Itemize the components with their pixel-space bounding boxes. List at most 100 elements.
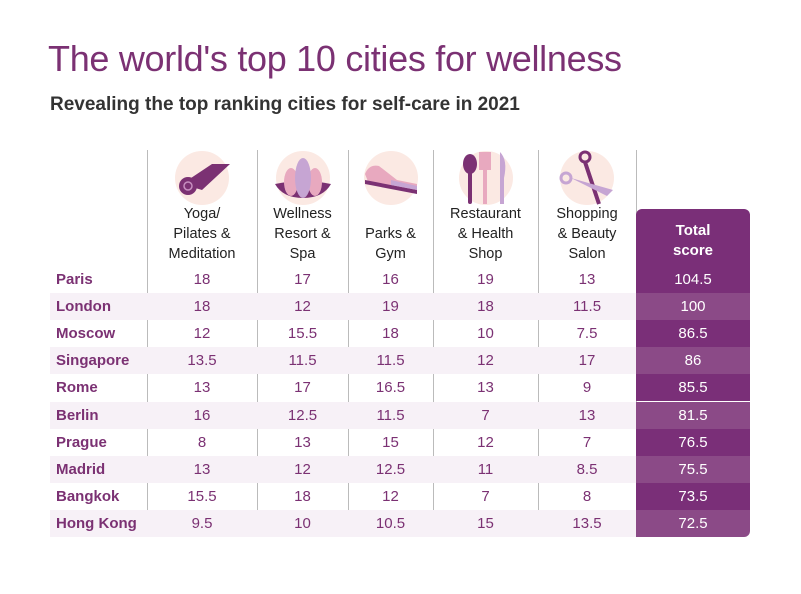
city-name: Rome xyxy=(56,379,98,397)
total-header-line: score xyxy=(672,242,714,259)
score-cell: 7 xyxy=(481,406,490,424)
score-cell: 8 xyxy=(582,487,592,505)
column-header: Shopping & Beauty Salon xyxy=(538,204,636,264)
column-header-line: & Health xyxy=(457,226,514,242)
city-name: Hong Kong xyxy=(56,514,137,532)
table-row: Paris 18 17 16 19 13 xyxy=(50,266,636,293)
score-cell: 18 xyxy=(294,487,311,505)
table-row: Bangkok 15.5 18 12 7 8 xyxy=(50,483,636,510)
total-score-cell: 72.5 xyxy=(636,509,750,537)
score-cell: 18 xyxy=(477,298,494,316)
score-cell: 7 xyxy=(582,433,592,451)
score-cell: 12.5 xyxy=(287,406,318,424)
column-header: Restaurant & Health Shop xyxy=(433,204,538,264)
score-cell: 11.5 xyxy=(376,406,405,424)
column-header-line: & Beauty xyxy=(557,226,617,242)
city-name: Moscow xyxy=(56,325,116,343)
score-cell: 11.5 xyxy=(572,298,602,316)
score-cell: 12 xyxy=(477,433,494,451)
table-row: Hong Kong 9.5 10 10.5 15 13.5 xyxy=(50,509,636,537)
column-header-line: Spa xyxy=(289,246,316,262)
column-header-line: Gym xyxy=(375,246,406,262)
score-cell: 9.5 xyxy=(191,514,213,532)
score-cell: 10 xyxy=(294,514,311,532)
table-row: Berlin 16 12.5 11.5 7 13 xyxy=(50,401,636,429)
score-cell: 16 xyxy=(193,406,211,424)
city-name: Singapore xyxy=(56,352,130,370)
score-cell: 10 xyxy=(477,325,494,343)
score-cell: 13 xyxy=(193,460,211,478)
score-cell: 12.5 xyxy=(375,460,406,478)
total-score-cell: 75.5 xyxy=(636,455,750,483)
score-cell: 17 xyxy=(294,379,311,397)
page-subtitle: Revealing the top ranking cities for sel… xyxy=(50,94,520,115)
score-cell: 12 xyxy=(294,298,311,316)
score-cell: 11.5 xyxy=(288,352,317,370)
city-name: Madrid xyxy=(56,460,106,478)
scissors-icon xyxy=(557,150,617,208)
table-row: London 18 12 19 18 11.5 xyxy=(50,293,636,321)
column-divider xyxy=(147,150,148,537)
total-header-line: Total xyxy=(675,222,711,239)
city-name: London xyxy=(56,298,111,316)
total-score-cell: 76.5 xyxy=(636,428,750,456)
score-cell: 18 xyxy=(193,298,211,316)
score-cell: 13 xyxy=(578,271,596,288)
score-cell: 10.5 xyxy=(375,514,406,532)
column-divider xyxy=(538,150,539,537)
column-header-line: Resort & xyxy=(274,226,331,242)
score-cell: 17 xyxy=(578,352,596,370)
score-cell: 13 xyxy=(477,379,494,397)
yoga-mat-icon xyxy=(172,150,232,208)
score-cell: 15.5 xyxy=(287,325,318,343)
score-cell: 16 xyxy=(382,271,399,288)
score-cell: 7.5 xyxy=(576,325,598,343)
score-cell: 19 xyxy=(382,298,399,316)
total-score-header: Total score xyxy=(636,209,750,266)
total-score-cell: 86 xyxy=(636,347,750,375)
column-header-line: Shopping xyxy=(556,206,618,222)
score-cell: 12 xyxy=(193,325,211,343)
score-cell: 8.5 xyxy=(576,460,598,478)
total-score-cell: 86.5 xyxy=(636,320,750,348)
score-cell: 17 xyxy=(294,271,311,288)
total-score-cell: 73.5 xyxy=(636,482,750,510)
score-cell: 15 xyxy=(477,514,494,532)
sneaker-icon xyxy=(361,150,421,208)
score-cell: 8 xyxy=(197,433,207,451)
score-cell: 16.5 xyxy=(375,379,406,397)
total-score-cell: 100 xyxy=(636,293,750,321)
column-header-line: Salon xyxy=(568,246,606,262)
column-header: Wellness Resort & Spa xyxy=(257,204,348,264)
table-row: Singapore 13.5 11.5 11.5 12 17 xyxy=(50,347,636,375)
score-cell: 13.5 xyxy=(187,352,217,370)
score-cell: 15.5 xyxy=(187,487,217,505)
score-cell: 13 xyxy=(193,379,211,397)
score-cell: 11.5 xyxy=(376,352,405,370)
column-header-line: Pilates & xyxy=(173,226,231,242)
total-score-cell: 85.5 xyxy=(636,374,750,402)
column-header-line: Yoga/ xyxy=(183,206,221,222)
score-cell: 12 xyxy=(294,460,311,478)
city-name: Paris xyxy=(56,271,93,288)
score-cell: 18 xyxy=(382,325,399,343)
column-header: Parks & Gym xyxy=(348,224,433,264)
city-name: Berlin xyxy=(56,406,99,424)
column-divider xyxy=(348,150,349,537)
table-row: Moscow 12 15.5 18 10 7.5 xyxy=(50,320,636,347)
city-name: Bangkok xyxy=(56,487,120,505)
column-header-line: Shop xyxy=(468,246,503,262)
score-cell: 11 xyxy=(477,460,494,478)
table-row: Prague 8 13 15 12 7 xyxy=(50,429,636,456)
column-divider xyxy=(257,150,258,537)
score-cell: 19 xyxy=(477,271,494,288)
city-name: Prague xyxy=(56,433,107,451)
cutlery-icon xyxy=(456,150,516,208)
column-header-line: Wellness xyxy=(273,206,332,222)
table-row: Madrid 13 12 12.5 11 8.5 xyxy=(50,455,636,483)
column-header: Yoga/Pilates & Meditation xyxy=(147,204,257,264)
page-title: The world's top 10 cities for wellness xyxy=(48,38,622,79)
score-cell: 12 xyxy=(382,487,399,505)
column-header-line: Restaurant xyxy=(450,206,521,222)
